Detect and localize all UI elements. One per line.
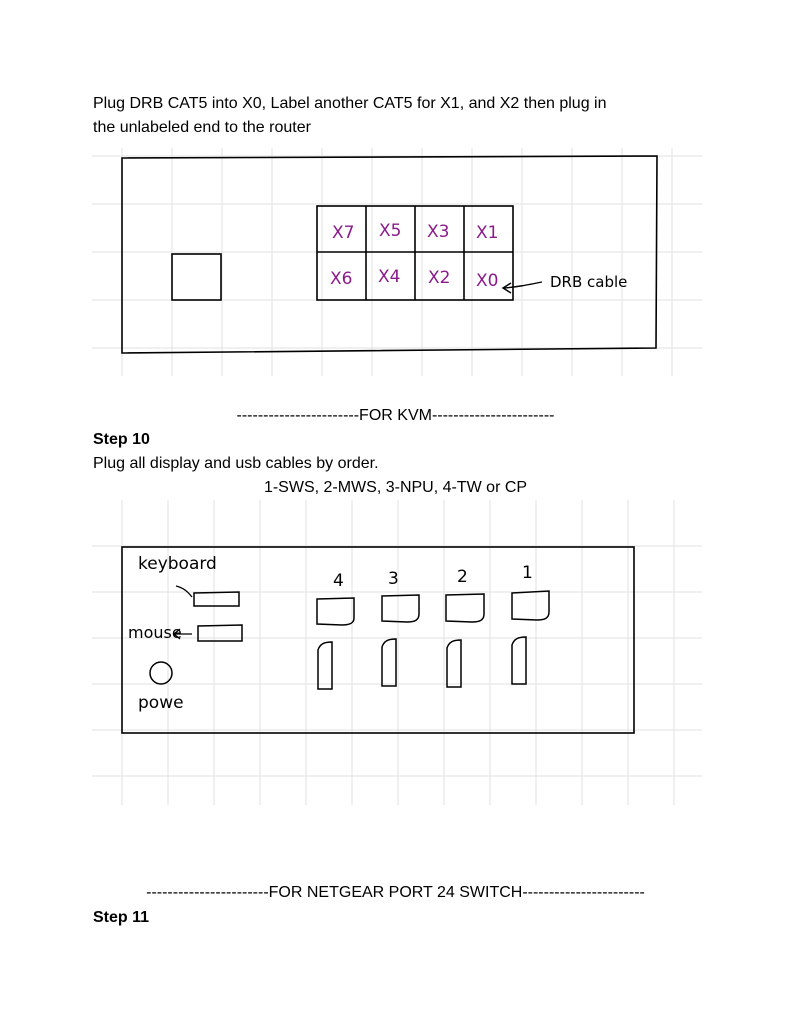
kvm-instruction: Plug all display and usb cables by order… bbox=[93, 455, 379, 472]
mouse-arrow-icon bbox=[172, 628, 192, 640]
port-label-x2: X2 bbox=[428, 268, 450, 288]
display-port-3 bbox=[381, 594, 420, 623]
keyboard-pointer-icon bbox=[175, 585, 193, 598]
drb-cable-label: DRB cable bbox=[550, 273, 627, 291]
drb-arrow-icon bbox=[501, 281, 543, 294]
router-grid bbox=[92, 148, 702, 376]
kvm-divider: -----------------------FOR KVM----------… bbox=[236, 407, 555, 424]
display-port-4 bbox=[316, 597, 355, 626]
mouse-port bbox=[197, 624, 243, 642]
router-outline bbox=[121, 155, 658, 354]
display-port-1 bbox=[511, 590, 550, 621]
kvm-outline bbox=[121, 546, 635, 734]
keyboard-label: keyboard bbox=[138, 554, 217, 574]
kvm-grid bbox=[92, 500, 702, 805]
router-instruction-line2: the unlabeled end to the router bbox=[93, 119, 311, 136]
router-instruction-line1: Plug DRB CAT5 into X0, Label another CAT… bbox=[93, 95, 607, 112]
kvm-port-number-4: 4 bbox=[333, 571, 344, 591]
power-button-icon bbox=[149, 661, 173, 685]
port-label-x0: X0 bbox=[476, 271, 498, 291]
usb-port-4 bbox=[317, 641, 333, 690]
router-sketch: X7 X5 X3 X1 X6 X4 X2 X0 DRB cable bbox=[92, 148, 702, 376]
port-label-x4: X4 bbox=[378, 267, 400, 287]
netgear-divider: -----------------------FOR NETGEAR PORT … bbox=[146, 884, 645, 901]
mouse-label: mouse bbox=[128, 623, 182, 642]
port-label-x5: X5 bbox=[379, 221, 401, 241]
router-small-box bbox=[171, 253, 222, 301]
kvm-order: 1-SWS, 2-MWS, 3-NPU, 4-TW or CP bbox=[263, 479, 528, 496]
step-11-title: Step 11 bbox=[93, 909, 150, 926]
kvm-port-number-3: 3 bbox=[388, 569, 399, 589]
kvm-sketch: keyboard mouse powe 4 3 2 1 bbox=[92, 500, 702, 805]
display-port-2 bbox=[445, 593, 485, 623]
power-label: powe bbox=[138, 693, 184, 713]
usb-port-2 bbox=[446, 639, 462, 688]
keyboard-port bbox=[193, 591, 240, 607]
port-label-x1: X1 bbox=[476, 223, 498, 243]
kvm-port-number-1: 1 bbox=[522, 563, 533, 583]
router-port-grid bbox=[316, 205, 514, 301]
port-label-x7: X7 bbox=[332, 223, 354, 243]
step-10-title: Step 10 bbox=[93, 431, 150, 448]
kvm-port-number-2: 2 bbox=[457, 567, 468, 587]
port-label-x3: X3 bbox=[427, 222, 449, 242]
usb-port-3 bbox=[381, 638, 397, 687]
port-label-x6: X6 bbox=[330, 269, 352, 289]
usb-port-1 bbox=[511, 636, 527, 685]
